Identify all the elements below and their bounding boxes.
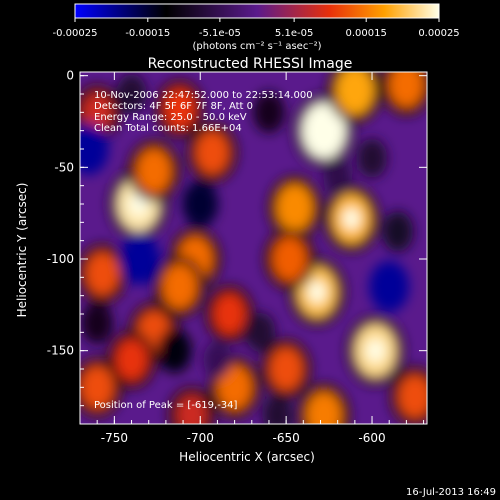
- colorbar-tick-label: 0.00015: [346, 28, 387, 39]
- colorbar-ticks: -0.00025 -0.00015 -5.1e-05 5.1e-05 0.00015 0.…: [53, 18, 460, 39]
- y-tick-label: -50: [54, 160, 74, 174]
- colorbar-tick-label: -0.00025: [53, 28, 98, 39]
- image-blob-bright: [272, 236, 307, 282]
- image-blob-dark: [182, 180, 219, 228]
- y-axis-label: Heliocentric Y (arcsec): [15, 183, 29, 318]
- image-blob-bright: [85, 251, 120, 296]
- image-blob-bright: [162, 263, 198, 310]
- x-axis-label: Heliocentric X (arcsec): [179, 450, 315, 464]
- image-blob-bright: [176, 394, 207, 424]
- image-blob-dark: [356, 138, 388, 179]
- colorbar: -0.00025 -0.00015 -5.1e-05 5.1e-05 0.00015 0.…: [53, 3, 460, 52]
- image-blob-bright: [81, 92, 113, 133]
- x-tick-label: -700: [187, 431, 214, 445]
- annotation-time-range: 10-Nov-2006 22:47:52.000 to 22:53:14.000: [94, 90, 313, 101]
- annotation-detectors: Detectors: 4F 5F 6F 7F 8F, Att 0: [94, 101, 253, 112]
- image-blob-dark: [157, 328, 192, 373]
- image-blob-bright: [217, 364, 253, 411]
- image-blob-dark: [81, 302, 114, 344]
- x-axis-ticks: -750 -700 -650 -600: [79, 72, 425, 445]
- image-blob-bright: [115, 339, 148, 381]
- plot-frame: [79, 71, 428, 425]
- image-blob-bright: [276, 183, 314, 232]
- image-blob-dark: [262, 394, 293, 424]
- image-blob-dark: [116, 74, 147, 114]
- image-blob-bright: [213, 293, 246, 335]
- image-blob-dark: [120, 233, 161, 285]
- x-tick-label: -650: [273, 431, 300, 445]
- colorbar-units-label: (photons cm⁻² s⁻¹ asec⁻²): [192, 41, 321, 52]
- colorbar-tick-label: 5.1e-05: [275, 28, 313, 39]
- x-tick-label: -600: [358, 431, 385, 445]
- chart-title: Reconstructed RHESSI Image: [148, 56, 353, 72]
- image-blob-core: [342, 207, 361, 230]
- image-blob-core: [314, 118, 334, 144]
- image-blob-bright: [335, 72, 375, 115]
- y-tick-label: 0: [66, 69, 74, 83]
- image-blob-dark: [203, 341, 232, 379]
- image-blob-bright: [80, 365, 114, 410]
- colorbar-gradient: [74, 3, 440, 19]
- image-blob-dark: [252, 91, 285, 134]
- colorbar-tick-label: -0.00015: [125, 28, 170, 39]
- image-blob-dark: [382, 211, 414, 252]
- annotation-energy-range: Energy Range: 25.0 - 50.0 keV: [94, 112, 247, 123]
- x-tick-label: -750: [101, 431, 128, 445]
- image-blob-bright: [305, 391, 342, 424]
- annotation-total-counts: Clean Total counts: 1.66E+04: [94, 123, 242, 134]
- image-blob-bright: [398, 374, 427, 419]
- image-blobs: [80, 72, 427, 424]
- y-tick-label: -150: [47, 344, 74, 358]
- image-blob-dark: [245, 312, 276, 353]
- image-blob-dark: [369, 260, 410, 313]
- image-blob-bright: [269, 347, 303, 391]
- y-tick-label: -100: [47, 252, 74, 266]
- image-blob-bright: [136, 148, 172, 194]
- image-blob-bright: [388, 72, 424, 108]
- image-blob-bright: [195, 130, 230, 175]
- image-blob-core: [308, 280, 327, 304]
- image-blob-dark: [323, 157, 353, 196]
- y-axis-ticks: 0 -50 -100 -150: [47, 69, 427, 407]
- plot-area: -750 -700 -650 -600 0 -50 -100 -150 10-Nov-200…: [47, 69, 428, 445]
- peak-position-label: Position of Peak = [-619,-34]: [94, 400, 238, 411]
- image-blob-core: [366, 338, 385, 363]
- colorbar-tick-label: 0.00025: [418, 28, 459, 39]
- plot-timestamp: 16-Jul-2013 16:49: [406, 487, 496, 498]
- image-blob-bright: [163, 87, 196, 130]
- image-blob-dark: [80, 123, 109, 175]
- colorbar-tick-label: -5.1e-05: [199, 28, 241, 39]
- annotation-block: 10-Nov-2006 22:47:52.000 to 22:53:14.000…: [94, 90, 313, 134]
